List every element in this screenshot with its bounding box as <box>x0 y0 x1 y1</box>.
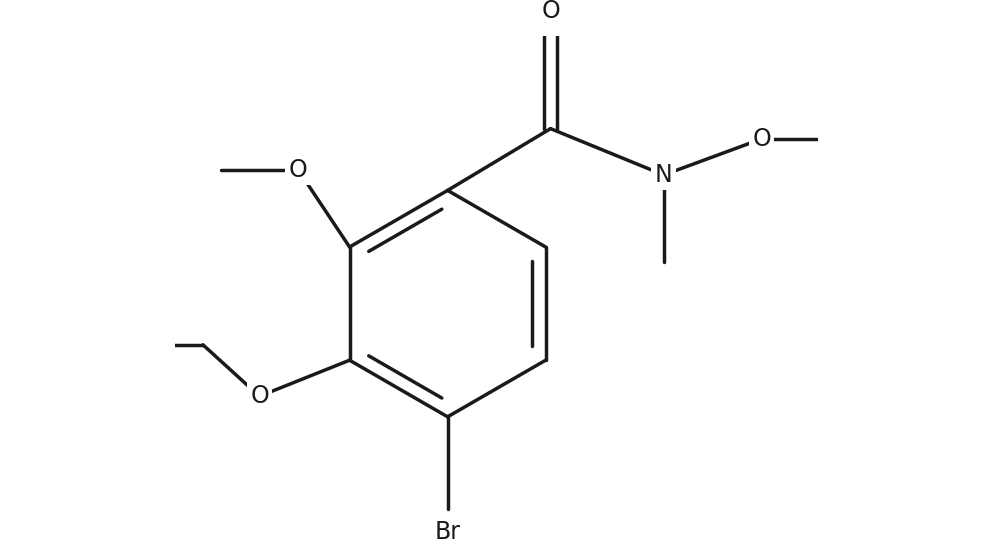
Text: Br: Br <box>435 520 461 544</box>
Text: O: O <box>289 158 308 182</box>
Text: O: O <box>541 0 560 23</box>
Text: O: O <box>250 384 269 408</box>
Text: N: N <box>654 163 672 187</box>
Text: O: O <box>752 127 771 151</box>
